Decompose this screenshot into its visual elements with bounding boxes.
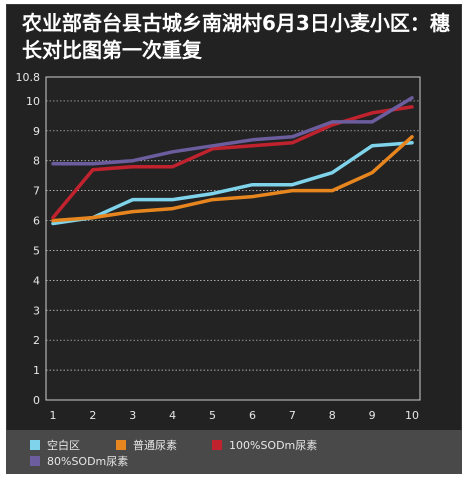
y-tick-label: 6: [33, 215, 40, 228]
legend-label: 100%SODm尿素: [229, 439, 318, 452]
x-tick-label: 8: [329, 409, 336, 422]
series-line-3: [51, 96, 414, 166]
series-group: [51, 96, 414, 226]
x-tick-label: 7: [289, 409, 296, 422]
x-tick-label: 2: [89, 409, 96, 422]
x-tick-label: 5: [209, 409, 216, 422]
y-tick-label: 9: [33, 125, 40, 138]
y-tick-label: 3: [33, 304, 40, 317]
x-tick-label: 4: [169, 409, 176, 422]
plot-area: [45, 76, 421, 401]
x-tick-label: 10: [405, 409, 419, 422]
x-tick-label: 3: [129, 409, 136, 422]
legend-label: 80%SODm尿素: [47, 455, 129, 468]
x-tick-label: 1: [50, 409, 57, 422]
y-tick-label: 8: [33, 155, 40, 168]
series-line-0: [51, 141, 414, 226]
y-tick-label: 7: [33, 185, 40, 198]
legend-swatch: [116, 440, 126, 450]
legend-swatch: [30, 456, 40, 466]
legend-item-sodm80: 80%SODm尿素: [30, 454, 128, 468]
y-axis: 0 1 2 3 4 5 6 7 8 9 10 10.8: [16, 71, 41, 407]
series-line-2: [51, 105, 414, 220]
y-tick-label: 4: [33, 274, 40, 287]
gridlines: [46, 100, 420, 371]
y-tick-label: 2: [33, 334, 40, 347]
legend-item-blank: 空白区: [30, 438, 80, 452]
x-tick-label: 9: [369, 409, 376, 422]
legend: 空白区 普通尿素 100%SODm尿素 80%SODm尿素: [6, 430, 462, 474]
chart-title: 农业部奇台县古城乡南湖村6月3日小麦小区：穗长对比图第一次重复: [22, 11, 450, 62]
y-tick-label: 0: [33, 394, 40, 407]
legend-swatch: [212, 440, 222, 450]
legend-item-sodm100: 100%SODm尿素: [212, 438, 317, 452]
y-tick-label: 10: [26, 95, 40, 108]
series-line-1: [51, 135, 414, 223]
legend-label: 空白区: [47, 439, 80, 452]
y-tick-label: 10.8: [16, 71, 41, 84]
y-tick-label: 5: [33, 244, 40, 257]
x-tick-label: 6: [249, 409, 256, 422]
y-tick-label: 1: [33, 364, 40, 377]
legend-item-urea: 普通尿素: [116, 438, 177, 452]
x-axis: 1 2 3 4 5 6 7 8 9 10: [50, 409, 420, 422]
legend-label: 普通尿素: [133, 439, 177, 452]
legend-swatch: [30, 440, 40, 450]
